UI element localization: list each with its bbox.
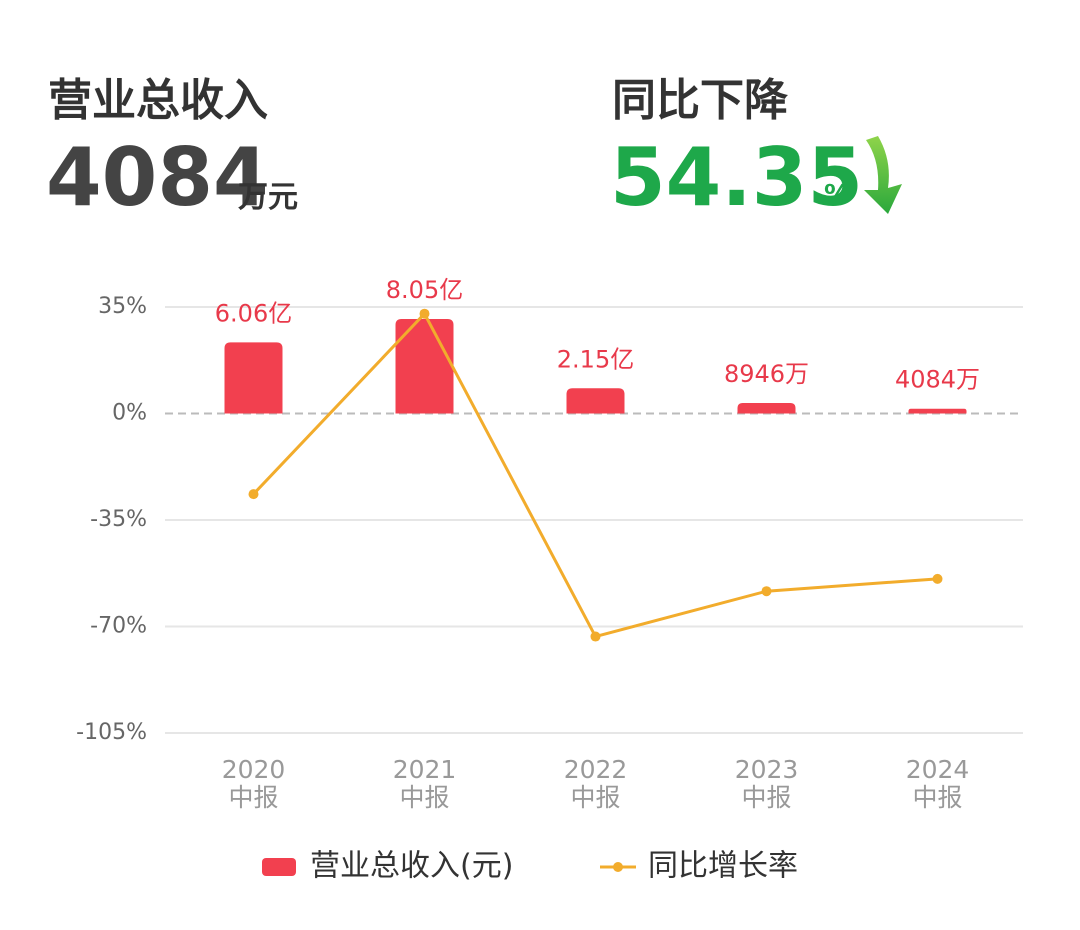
legend-swatch xyxy=(262,858,296,876)
change-value: 54.35 xyxy=(610,131,864,224)
value-label: 8.05亿 xyxy=(386,276,463,304)
y-tick-label: 35% xyxy=(98,294,147,319)
bar xyxy=(737,403,796,414)
y-tick-label: -35% xyxy=(90,507,147,532)
line-point xyxy=(932,573,943,584)
legend-label: 同比增长率 xyxy=(648,849,798,884)
line-point xyxy=(419,308,430,319)
y-tick-label: -105% xyxy=(76,720,147,745)
revenue-label: 营业总收入 xyxy=(48,75,268,126)
x-tick-label: 2023 中报 xyxy=(734,755,799,812)
revenue-unit: 万元 xyxy=(238,180,298,215)
x-tick-label: 2021 中报 xyxy=(392,755,457,812)
x-tick-label: 2022 中报 xyxy=(563,755,628,812)
x-tick-label: 2020 中报 xyxy=(221,755,286,812)
value-label: 8946万 xyxy=(724,360,809,388)
change-label: 同比下降 xyxy=(612,75,788,126)
line-point xyxy=(248,489,259,500)
bar xyxy=(566,388,625,414)
bar xyxy=(908,408,967,414)
legend-swatch xyxy=(613,862,623,872)
value-label: 2.15亿 xyxy=(557,345,634,373)
down-arrow xyxy=(864,136,902,214)
line-point xyxy=(590,631,601,642)
legend-label: 营业总收入(元) xyxy=(310,849,513,884)
y-tick-label: 0% xyxy=(112,401,147,426)
line-point xyxy=(761,586,772,597)
value-label: 6.06亿 xyxy=(215,299,292,327)
value-label: 4084万 xyxy=(895,366,980,394)
change-unit: % xyxy=(824,180,851,210)
bar xyxy=(224,342,283,414)
x-tick-label: 2024 中报 xyxy=(905,755,970,812)
y-tick-label: -70% xyxy=(90,614,147,639)
revenue-value: 4084 xyxy=(46,131,269,224)
